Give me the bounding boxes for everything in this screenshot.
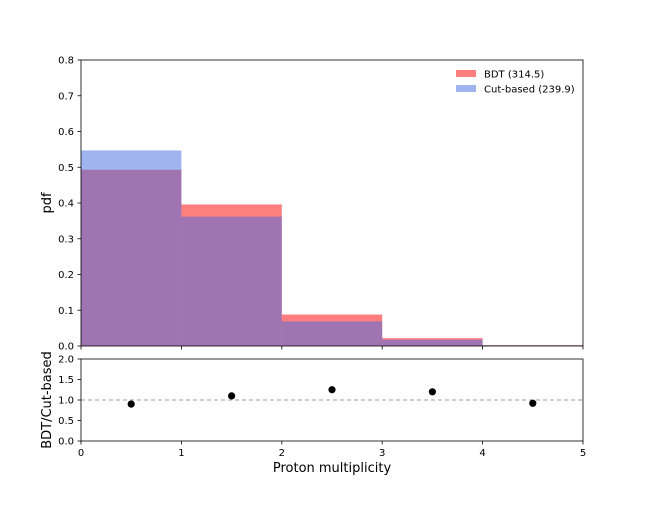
- histogram-y-tick-label: 0.1: [58, 306, 74, 317]
- ratio-y-ticks: 0.0 0.5 1.0 1.5 2.0: [58, 355, 81, 448]
- ratio-point-2: [328, 386, 336, 394]
- ratio-x-tick-label: 3: [379, 448, 385, 459]
- legend-label-bdt: BDT (314.5): [484, 70, 544, 81]
- legend-swatch-cut-based: [456, 85, 476, 92]
- ratio-point-0: [127, 400, 135, 408]
- histogram-y-tick-label: 0.8: [58, 56, 74, 67]
- ratio-x-tick-label: 2: [279, 448, 285, 459]
- ratio-panel: 0 1 2 3 4 5 0.0 0.5 1.0 1.5 2.0 BDT/Cut-based Pro…: [40, 351, 586, 476]
- ratio-y-tick-label: 2.0: [58, 355, 74, 366]
- histogram-y-tick-label: 0.7: [58, 91, 74, 102]
- histogram-y-tick-label: 0.0: [58, 342, 74, 353]
- ratio-point-1: [228, 392, 236, 400]
- histogram-bars: [81, 150, 583, 346]
- ratio-x-tick-label: 4: [479, 448, 485, 459]
- histogram-y-axis-label: pdf: [40, 192, 55, 214]
- ratio-x-tick-label: 5: [580, 448, 586, 459]
- legend: BDT (314.5) Cut-based (239.9): [456, 70, 575, 96]
- ratio-y-axis-label: BDT/Cut-based: [40, 351, 55, 449]
- histogram-y-ticks: 0.0 0.1 0.2 0.3 0.4 0.5 0.6 0.7 0.8: [58, 56, 81, 353]
- ratio-x-tick-label: 0: [78, 448, 84, 459]
- histogram-y-tick-label: 0.5: [58, 163, 74, 174]
- bar-cut-based-bin-1: [181, 216, 282, 346]
- histogram-x-ticks: [80, 346, 584, 350]
- ratio-frame: [80, 358, 584, 442]
- histogram-y-tick-label: 0.3: [58, 234, 74, 245]
- x-axis-label: Proton multiplicity: [273, 461, 392, 476]
- histogram-panel: 0.0 0.1 0.2 0.3 0.4 0.5 0.6 0.7 0.8 pdf BDT (314…: [40, 56, 584, 353]
- ratio-y-tick-label: 0.0: [58, 437, 74, 448]
- ratio-y-tick-label: 0.5: [58, 416, 74, 427]
- ratio-points: [127, 386, 537, 408]
- histogram-y-tick-label: 0.4: [58, 199, 74, 210]
- bar-cut-based-bin-2: [281, 321, 383, 346]
- ratio-point-4: [529, 399, 537, 407]
- ratio-y-tick-label: 1.5: [58, 375, 74, 386]
- legend-label-cut-based: Cut-based (239.9): [484, 85, 575, 96]
- ratio-x-tick-label: 1: [178, 448, 184, 459]
- histogram-y-tick-label: 0.2: [58, 270, 74, 281]
- legend-swatch-bdt: [456, 70, 476, 77]
- ratio-y-tick-label: 1.0: [58, 396, 74, 407]
- bar-cut-based-bin-3: [382, 339, 483, 346]
- ratio-x-ticks: 0 1 2 3 4 5: [78, 441, 586, 459]
- bar-cut-based-bin-0: [81, 150, 182, 346]
- histogram-y-tick-label: 0.6: [58, 127, 74, 138]
- ratio-point-3: [428, 388, 436, 396]
